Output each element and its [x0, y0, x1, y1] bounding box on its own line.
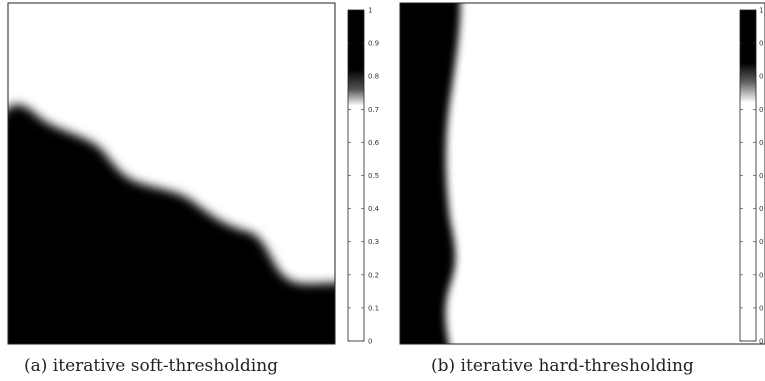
colorbar-tick-label: 0.8	[368, 73, 379, 81]
caption-a: (a) iterative soft-thresholding	[24, 356, 279, 376]
plot-frame-a	[7, 2, 336, 345]
colorbar-tick-label: 0	[759, 73, 763, 81]
colorbar-tick-label: 0.2	[368, 271, 379, 279]
black-band-b	[400, 3, 461, 344]
panel-soft-thresholding: 0 0.1 0.2 0.3 0.4 0.5 0.6 0.7 0.8 0.9 1 (a) iterat…	[0, 0, 382, 381]
colorbar-tick-label: 0	[759, 338, 763, 346]
colorbar-tick-label: 0	[759, 205, 763, 213]
colorbar-tick-label: 0	[759, 40, 763, 48]
caption-b: (b) iterative hard-thresholding	[431, 356, 694, 376]
hard-thresholding-image: 0 0 0 0 0 0 0 0 0 0 1	[399, 2, 765, 346]
colorbar-ticks-b: 0 0 0 0 0 0 0 0 0 0 1	[740, 7, 763, 346]
colorbar-tick-label: 0	[759, 172, 763, 180]
colorbar-ticks-a: 0 0.1 0.2 0.3 0.4 0.5 0.6 0.7 0.8 0.9 1	[348, 7, 380, 346]
colorbar-tick-label: 0.4	[368, 205, 380, 213]
panel-hard-thresholding: 0 0 0 0 0 0 0 0 0 0 1 (b) iterative hard-threshold…	[390, 0, 765, 381]
colorbar-tick-label: 0.3	[368, 238, 379, 246]
plot-area-b	[400, 3, 765, 344]
colorbar-tick-label: 0.9	[368, 40, 379, 48]
colorbar-tick-label: 0	[759, 271, 763, 279]
colorbar-tick-label: 0	[368, 338, 372, 346]
colorbar-tick-label: 0	[759, 139, 763, 147]
plot-frame-b	[399, 2, 765, 345]
soft-thresholding-image: 0 0.1 0.2 0.3 0.4 0.5 0.6 0.7 0.8 0.9 1	[7, 2, 380, 346]
colorbar-tick-label: 0	[759, 238, 763, 246]
colorbar-tick-label: 1	[368, 7, 372, 15]
black-region-a	[8, 104, 335, 344]
colorbar-tick-label: 1	[759, 7, 763, 15]
colorbar-tick-label: 0	[759, 304, 763, 312]
colorbar-tick-label: 0.6	[368, 139, 380, 147]
colorbar-tick-label: 0	[759, 106, 763, 114]
colorbar-tick-label: 0.1	[368, 304, 379, 312]
colorbar-tick-label: 0.7	[368, 106, 379, 114]
colorbar-tick-label: 0.5	[368, 172, 379, 180]
